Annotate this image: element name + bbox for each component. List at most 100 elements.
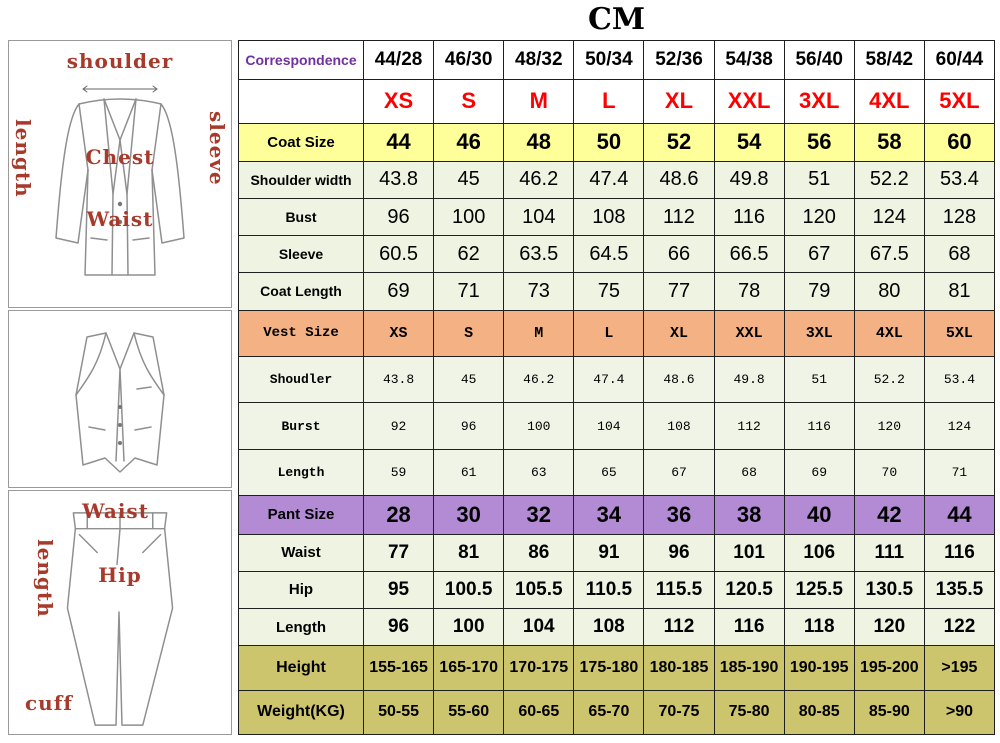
cell: 4XL	[853, 79, 925, 124]
row-label: Burst	[238, 402, 364, 450]
jacket-sleeve-label: sleeve	[205, 111, 229, 186]
cell: 53.4	[923, 355, 996, 404]
cell: 3XL	[783, 79, 855, 124]
cell: 120	[783, 197, 855, 237]
cell: 104	[573, 402, 645, 450]
cell: 78	[713, 272, 785, 311]
row-label: Vest Size	[238, 309, 364, 357]
cell: 175-180	[573, 645, 645, 691]
cell: 111	[853, 533, 925, 572]
table-row-vest-size: Vest Size XS S M L XL XXL 3XL 4XL 5XL	[238, 309, 996, 357]
cell: 190-195	[783, 645, 855, 691]
cell: 69	[362, 272, 435, 311]
cell: L	[573, 79, 645, 124]
cell: 100.5	[433, 570, 505, 609]
cell: L	[573, 309, 645, 357]
cell: 45	[433, 355, 505, 404]
row-label: Shoudler	[238, 355, 364, 404]
row-label	[238, 79, 364, 124]
table-row-waist: Waist 77 81 86 91 96 101 106 111 116	[238, 533, 996, 572]
table-row-pant-size: Pant Size 28 30 32 34 36 38 40 42 44	[238, 495, 996, 535]
cell: 60/44	[923, 39, 996, 81]
cell: 96	[362, 197, 435, 237]
row-label: Correspondence	[238, 39, 364, 81]
cell: 62	[433, 235, 505, 274]
cell: 92	[362, 402, 435, 450]
cell: 118	[783, 607, 855, 647]
cell: 106	[783, 533, 855, 572]
cell: 91	[573, 533, 645, 572]
cell: 100	[433, 197, 505, 237]
row-label: Pant Size	[238, 495, 364, 535]
cell: 105.5	[503, 570, 575, 609]
cell: 34	[573, 495, 645, 535]
table-row-correspondence: Correspondence 44/28 46/30 48/32 50/34 52/36 5…	[238, 39, 996, 81]
cell: 67.5	[853, 235, 925, 274]
jacket-sketch-icon	[55, 85, 185, 276]
cell: 44/28	[362, 39, 435, 81]
table-row-height: Height 155-165 165-170 170-175 175-180 180-18…	[238, 645, 996, 691]
cell: 49.8	[713, 355, 785, 404]
table-row-weight-kg-: Weight(KG) 50-55 55-60 60-65 65-70 70-75 75-80…	[238, 689, 996, 735]
cell: 38	[713, 495, 785, 535]
cell: 104	[503, 607, 575, 647]
size-table-body: Correspondence 44/28 46/30 48/32 50/34 52/36 5…	[238, 39, 996, 735]
pants-hip-label: Hip	[98, 563, 142, 587]
cell: 60	[923, 122, 996, 162]
table-row-shoudler: Shoudler 43.8 45 46.2 47.4 48.6 49.8 51 52.2 53.4	[238, 355, 996, 404]
page-title: CM	[587, 2, 646, 37]
cell: 120.5	[713, 570, 785, 609]
cell: 108	[573, 607, 645, 647]
jacket-shoulder-label: shoulder	[66, 49, 174, 73]
row-label: Weight(KG)	[238, 689, 364, 735]
cell: 65	[573, 448, 645, 497]
cell: 60.5	[362, 235, 435, 274]
pants-sketch-icon	[66, 512, 174, 726]
jacket-chest-label: Chest	[85, 145, 155, 169]
cell: 130.5	[853, 570, 925, 609]
cell: 185-190	[713, 645, 785, 691]
cell: S	[433, 79, 505, 124]
cell: 104	[503, 197, 575, 237]
pants-waist-label: Waist	[82, 499, 149, 523]
cell: 69	[783, 448, 855, 497]
cell: 63	[503, 448, 575, 497]
vest-diagram	[8, 310, 232, 488]
cell: 45	[433, 160, 505, 199]
cell: 67	[643, 448, 715, 497]
cell: 116	[783, 402, 855, 450]
cell: 60-65	[503, 689, 575, 735]
cell: 43.8	[362, 355, 435, 404]
cell: 50-55	[362, 689, 435, 735]
cell: 70-75	[643, 689, 715, 735]
cell: 77	[362, 533, 435, 572]
cell: 48.6	[643, 355, 715, 404]
cell: 81	[433, 533, 505, 572]
cell: 52.2	[853, 160, 925, 199]
cell: S	[433, 309, 505, 357]
cell: 165-170	[433, 645, 505, 691]
cell: 36	[643, 495, 715, 535]
cell: 46.2	[503, 355, 575, 404]
cell: 58	[853, 122, 925, 162]
table-row-sizes: XS S M L XL XXL 3XL 4XL 5XL	[238, 79, 996, 124]
cell: 124	[923, 402, 996, 450]
jacket-length-label: length	[11, 119, 35, 198]
cell: 96	[433, 402, 505, 450]
jacket-waist-label: Waist	[86, 207, 154, 231]
cell: 75	[573, 272, 645, 311]
cell: 30	[433, 495, 505, 535]
cell: 40	[783, 495, 855, 535]
cell: 5XL	[923, 309, 996, 357]
cell: 53.4	[923, 160, 996, 199]
cell: 59	[362, 448, 435, 497]
cell: 64.5	[573, 235, 645, 274]
cell: 115.5	[643, 570, 715, 609]
cell: 4XL	[853, 309, 925, 357]
cell: 100	[503, 402, 575, 450]
row-label: Height	[238, 645, 364, 691]
cell: 42	[853, 495, 925, 535]
pants-length-label: length	[33, 539, 57, 618]
cell: 51	[783, 160, 855, 199]
